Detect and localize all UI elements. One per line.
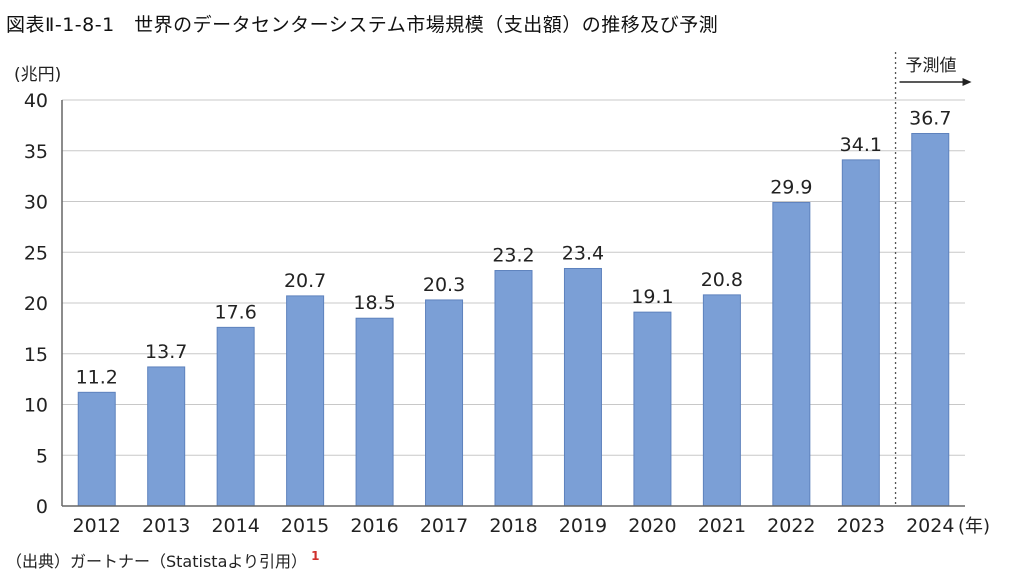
y-axis-ticks: 0 5 10 15 20 25 30 35 40 <box>24 90 48 518</box>
x-tick-label-2018: 2018 <box>489 515 537 537</box>
x-tick-label-2013: 2013 <box>142 515 190 537</box>
data-label-2018: 23.2 <box>492 245 534 267</box>
y-tick-label: 35 <box>24 141 48 163</box>
x-tick-label-2021: 2021 <box>698 515 746 537</box>
data-label-2016: 18.5 <box>353 292 395 314</box>
footnote-marker[interactable]: 1 <box>311 549 320 563</box>
y-tick-label: 20 <box>24 293 48 315</box>
data-label-2020: 19.1 <box>631 286 673 308</box>
source-note: （出典）ガートナー（Statistaより引用） 1 <box>6 548 319 572</box>
y-axis-unit-label: (兆円) <box>14 65 61 85</box>
bar-2012 <box>77 391 116 507</box>
x-tick-label-2016: 2016 <box>350 515 398 537</box>
y-tick-label: 25 <box>24 242 48 264</box>
bar-2018 <box>494 270 533 507</box>
data-label-2024: 36.7 <box>909 107 951 129</box>
data-label-2013: 13.7 <box>145 341 187 363</box>
x-tick-label-2024: 2024 <box>906 515 954 537</box>
data-label-2015: 20.7 <box>284 270 326 292</box>
forecast-label: 予測値 <box>906 56 957 76</box>
y-tick-label: 5 <box>36 445 48 467</box>
figure-title: 図表Ⅱ-1-8-1 世界のデータセンターシステム市場規模（支出額）の推移及び予測 <box>6 14 719 36</box>
y-tick-label: 15 <box>24 344 48 366</box>
x-tick-label-2015: 2015 <box>281 515 329 537</box>
bar-2016 <box>355 317 394 507</box>
data-label-2021: 20.8 <box>701 269 743 291</box>
bar-2023 <box>841 159 880 507</box>
data-label-2019: 23.4 <box>562 242 604 264</box>
x-tick-label-2012: 2012 <box>73 515 121 537</box>
bar-2019 <box>563 267 602 507</box>
bar-2020 <box>633 311 672 507</box>
bar-2021 <box>702 294 741 507</box>
x-tick-label-2023: 2023 <box>837 515 885 537</box>
x-tick-label-2014: 2014 <box>211 515 259 537</box>
x-tick-label-2017: 2017 <box>420 515 468 537</box>
y-tick-label: 40 <box>24 90 48 112</box>
bar-2015 <box>286 295 325 507</box>
x-tick-label-2022: 2022 <box>767 515 815 537</box>
data-label-2022: 29.9 <box>770 177 812 199</box>
y-tick-label: 0 <box>36 496 48 518</box>
bar-2017 <box>425 299 464 507</box>
x-axis-unit-label: (年) <box>958 516 990 537</box>
bar-2024 <box>911 132 950 507</box>
data-label-2014: 17.6 <box>214 301 256 323</box>
bars <box>77 132 950 507</box>
x-tick-label-2020: 2020 <box>628 515 676 537</box>
data-label-2012: 11.2 <box>76 366 118 388</box>
x-tick-label-2019: 2019 <box>559 515 607 537</box>
forecast-marker: 予測値 <box>894 52 972 506</box>
data-label-2023: 34.1 <box>840 134 882 156</box>
bar-2013 <box>147 366 186 507</box>
x-axis-ticks: 2012 2013 2014 2015 2016 2017 2018 2019 2020 2021… <box>73 515 955 537</box>
arrow-right-icon <box>962 78 972 86</box>
source-text: （出典）ガートナー（Statistaより引用） <box>6 552 308 571</box>
bar-2022 <box>772 202 811 507</box>
data-labels: 11.2 13.7 17.6 20.7 18.5 20.3 23.2 23.4 19.1 20.8… <box>76 107 952 388</box>
data-label-2017: 20.3 <box>423 274 465 296</box>
bar-2014 <box>216 326 255 507</box>
y-tick-label: 30 <box>24 192 48 214</box>
y-tick-label: 10 <box>24 395 48 417</box>
